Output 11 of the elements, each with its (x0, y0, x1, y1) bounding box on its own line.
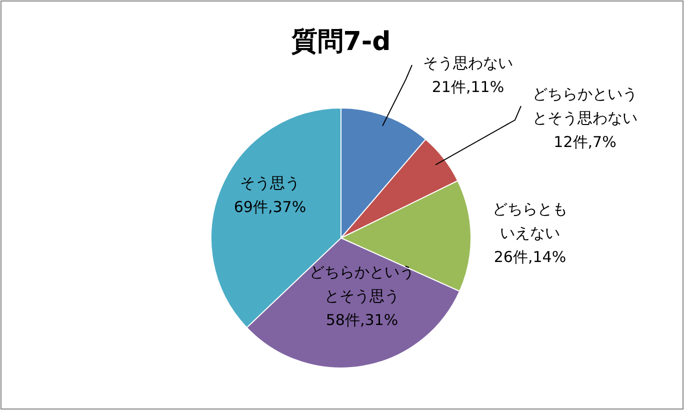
slice-label: どちらかというとそう思わない (532, 85, 638, 127)
data-label: 26件,14% (494, 248, 566, 266)
chart-title: 質問7-d (290, 27, 391, 57)
data-label: 69件,37% (234, 198, 306, 216)
data-label: 58件,31% (326, 311, 398, 329)
slice-label: そう思う (240, 174, 300, 192)
slice-label: どちらかというとそう思う (310, 263, 414, 305)
slice-label: どちらともいえない (492, 200, 568, 242)
data-label: 21件,11% (432, 78, 504, 96)
slice-label: そう思わない (423, 54, 513, 72)
data-label: 12件,7% (554, 133, 616, 151)
